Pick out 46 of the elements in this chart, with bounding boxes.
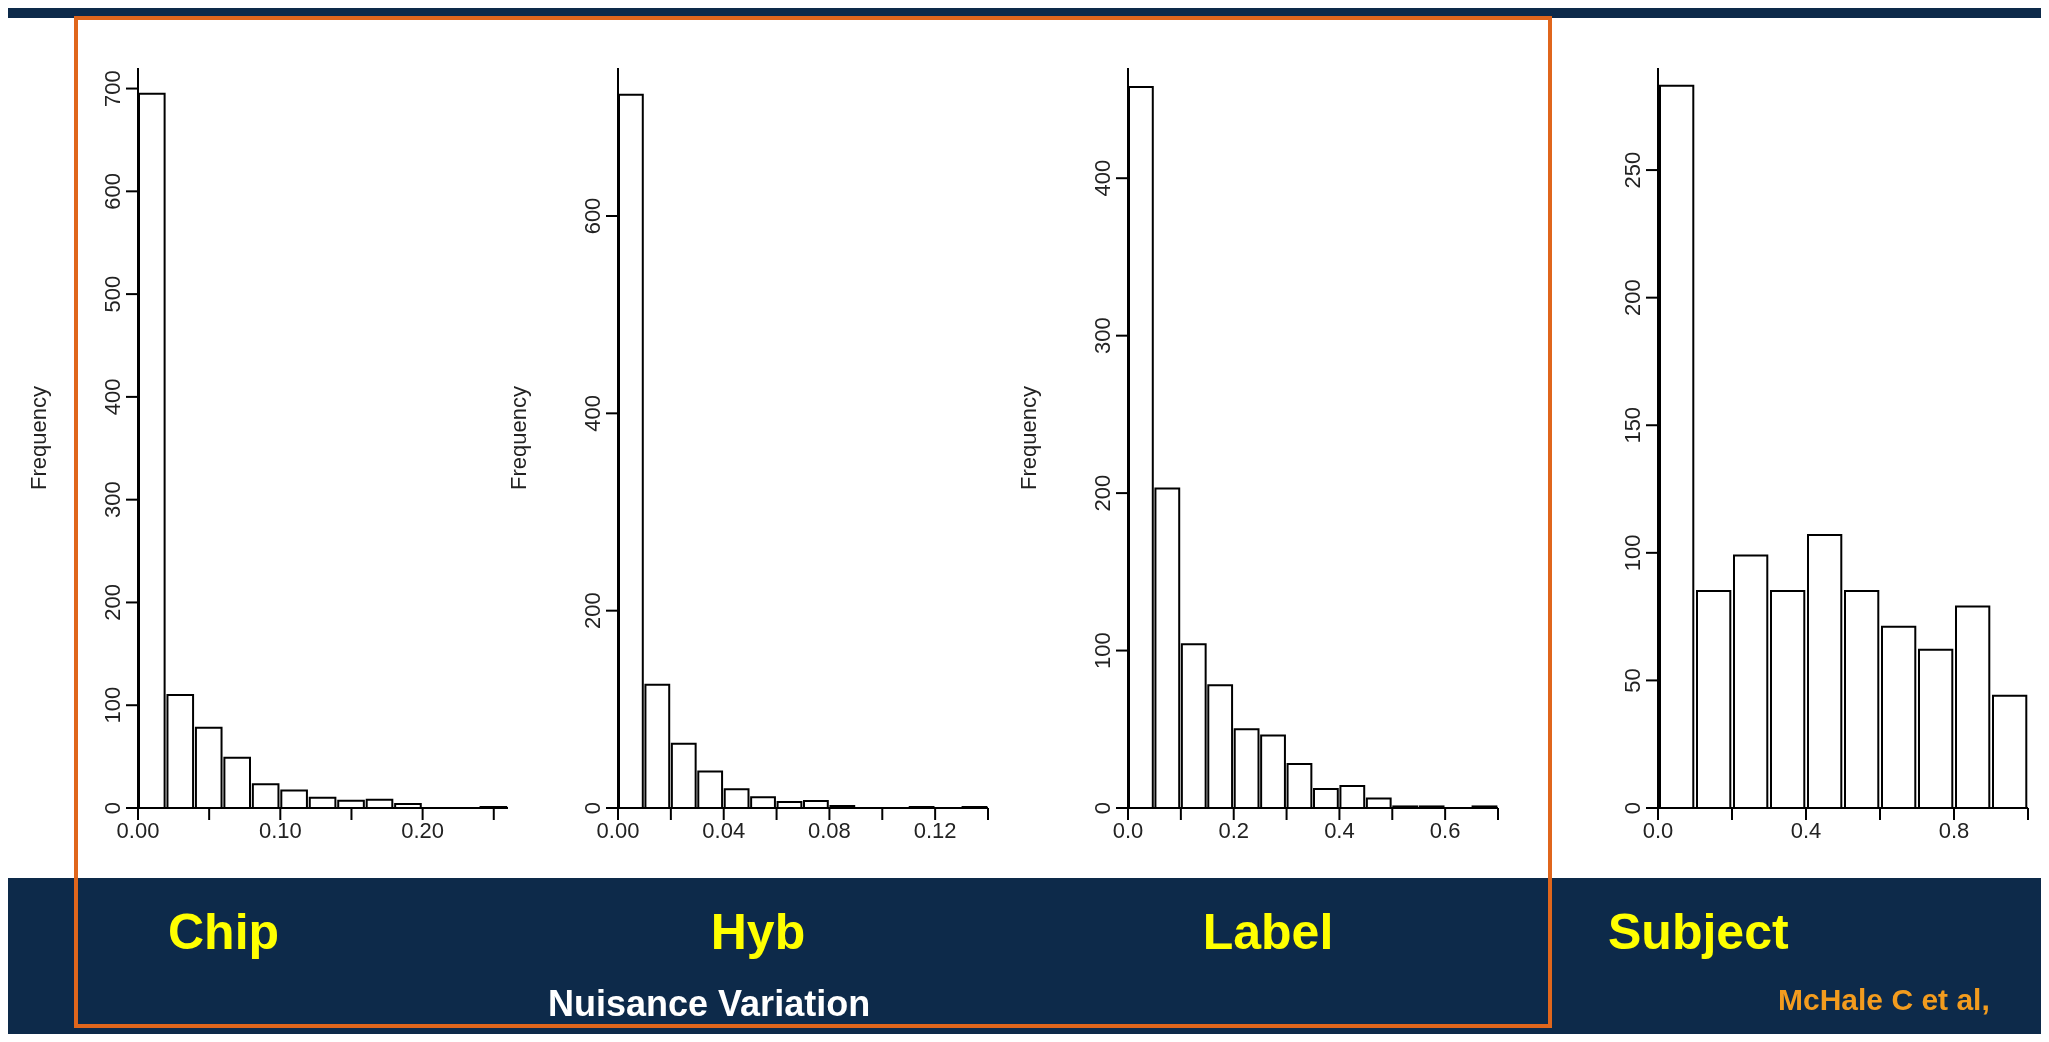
y-tick-label: 250 <box>1620 151 1645 189</box>
x-tick-label: 0.12 <box>913 817 957 843</box>
x-tick-label: 0.2 <box>1218 817 1250 843</box>
x-tick-label: 0.00 <box>116 817 160 843</box>
y-tick-label: 300 <box>100 481 125 519</box>
x-tick-label: 0.0 <box>1112 817 1144 843</box>
x-axis-title: Chip <box>167 903 281 961</box>
x-tick-label: 0.20 <box>401 817 445 843</box>
y-tick-label: 100 <box>1620 534 1645 572</box>
y-tick-label: 500 <box>100 275 125 313</box>
y-tick-label: 100 <box>1090 632 1115 669</box>
x-tick-label: 0.0 <box>1642 817 1674 843</box>
y-tick-label: 150 <box>1620 406 1645 444</box>
x-tick-label: 0.6 <box>1429 817 1461 843</box>
x-tick-label: 0.08 <box>808 817 851 843</box>
y-tick-label: 200 <box>1090 474 1115 512</box>
x-tick-label: 0.10 <box>258 817 302 843</box>
y-tick-label: 0 <box>1620 801 1645 815</box>
y-axis-title: Frequency <box>25 386 51 490</box>
y-tick-label: 200 <box>1620 279 1645 317</box>
x-axis-title: Subject <box>1607 903 1790 961</box>
x-axis-title: Hyb <box>709 903 807 961</box>
x-tick-label: 0.4 <box>1790 817 1822 843</box>
x-tick-label: 0.8 <box>1938 817 1970 843</box>
y-tick-label: 400 <box>580 394 605 432</box>
y-axis-title: Frequency <box>1015 386 1041 490</box>
y-tick-label: 100 <box>100 686 125 724</box>
y-tick-label: 400 <box>1090 159 1115 197</box>
y-tick-label: 700 <box>100 70 125 107</box>
y-tick-label: 300 <box>1090 317 1115 355</box>
y-tick-label: 0 <box>580 801 605 815</box>
y-tick-label: 600 <box>100 172 125 210</box>
x-tick-label: 0.00 <box>596 817 640 843</box>
y-tick-label: 400 <box>100 378 125 416</box>
y-tick-label: 200 <box>580 592 605 630</box>
y-tick-label: 600 <box>580 197 605 235</box>
y-tick-label: 0 <box>100 801 125 815</box>
x-tick-label: 0.04 <box>702 817 746 843</box>
x-tick-label: 0.4 <box>1324 817 1355 843</box>
text: McHale C et al, <box>1778 983 1990 1017</box>
y-tick-label: 0 <box>1090 801 1115 815</box>
x-axis-title: Label <box>1201 903 1335 961</box>
y-tick-label: 200 <box>100 584 125 621</box>
text: Nuisance Variation <box>548 983 871 1025</box>
y-axis-title: Frequency <box>505 386 531 490</box>
y-tick-label: 50 <box>1620 668 1645 693</box>
